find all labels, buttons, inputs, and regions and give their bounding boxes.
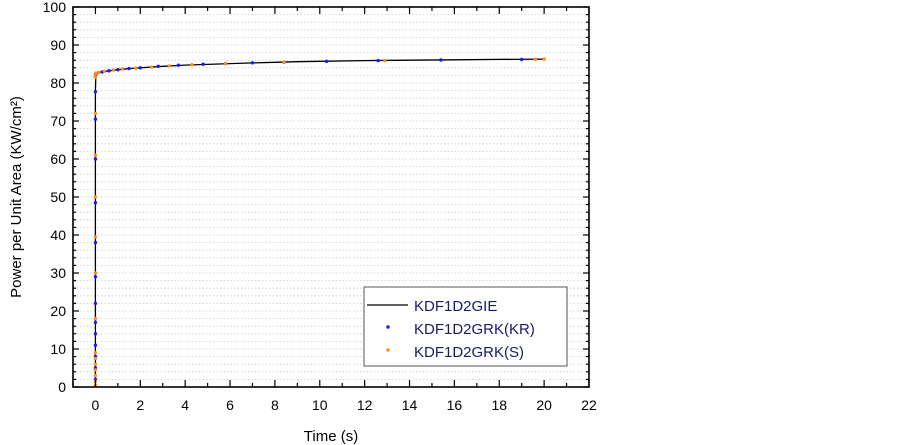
y-tick-label: 20 bbox=[50, 303, 66, 319]
y-tick-label: 30 bbox=[50, 265, 66, 281]
data-point-2 bbox=[93, 356, 98, 361]
data-point-1 bbox=[176, 63, 181, 67]
y-tick-label: 10 bbox=[50, 341, 66, 357]
data-point-1 bbox=[107, 69, 111, 73]
y-axis-label: Power per Unit Area (KW/cm²) bbox=[8, 96, 25, 298]
data-point-2 bbox=[533, 57, 537, 61]
data-point-2 bbox=[542, 57, 546, 61]
data-point-1 bbox=[376, 58, 380, 63]
data-point-2 bbox=[134, 66, 138, 70]
data-point-2 bbox=[93, 316, 98, 321]
x-tick-label: 10 bbox=[312, 397, 328, 413]
y-tick-label: 60 bbox=[50, 151, 66, 167]
data-point-1 bbox=[201, 62, 205, 66]
x-tick-label: 18 bbox=[491, 397, 507, 413]
data-point-1 bbox=[116, 68, 120, 72]
x-tick-label: 20 bbox=[536, 397, 552, 413]
data-point-1 bbox=[324, 59, 329, 64]
data-point-1 bbox=[93, 157, 98, 161]
data-point-2 bbox=[93, 195, 98, 199]
data-point-1 bbox=[250, 61, 255, 65]
y-tick-label: 50 bbox=[50, 189, 66, 205]
ticks: 0 10 20 30 40 50 60 70 80 90 100 0 2 4 6 8 10 12 14 16 18 20 2… bbox=[43, 0, 597, 413]
data-point-1 bbox=[93, 275, 98, 279]
x-axis-label: Time (s) bbox=[304, 428, 358, 445]
data-point-2 bbox=[111, 68, 116, 72]
legend-dot-kr bbox=[386, 325, 390, 329]
legend-label-gie: KDF1D2GIE bbox=[414, 298, 497, 315]
data-point-2 bbox=[93, 368, 98, 372]
x-tick-label: 6 bbox=[226, 397, 234, 413]
data-point-1 bbox=[93, 332, 98, 336]
data-point-2 bbox=[149, 65, 154, 69]
legend-label-s: KDF1D2GRK(S) bbox=[414, 344, 524, 361]
x-tick-label: 4 bbox=[181, 397, 189, 413]
legend: KDF1D2GIE KDF1D2GRK(KR) KDF1D2GRK(S) bbox=[363, 286, 568, 367]
data-point-1 bbox=[93, 301, 98, 306]
data-point-2 bbox=[93, 235, 98, 239]
x-tick-label: 22 bbox=[581, 397, 597, 413]
y-tick-label: 90 bbox=[50, 37, 66, 53]
x-tick-label: 8 bbox=[271, 397, 279, 413]
data-point-1 bbox=[93, 343, 98, 347]
data-point-2 bbox=[93, 111, 98, 116]
x-tick-label: 12 bbox=[357, 397, 373, 413]
x-tick-label: 14 bbox=[402, 397, 418, 413]
data-point-2 bbox=[93, 271, 98, 275]
data-point-1 bbox=[156, 64, 160, 68]
data-point-1 bbox=[519, 57, 524, 62]
y-tick-label: 100 bbox=[43, 0, 67, 15]
data-point-2 bbox=[93, 153, 98, 157]
y-tick-label: 0 bbox=[58, 379, 66, 395]
data-point-1 bbox=[93, 201, 98, 205]
data-point-2 bbox=[93, 362, 98, 366]
x-tick-label: 16 bbox=[447, 397, 463, 413]
data-point-1 bbox=[93, 90, 98, 94]
data-point-2 bbox=[93, 75, 98, 80]
data-point-1 bbox=[127, 66, 131, 71]
data-point-2 bbox=[167, 64, 172, 68]
data-point-1 bbox=[138, 66, 143, 70]
data-point-1 bbox=[93, 320, 98, 325]
data-point-2 bbox=[102, 69, 107, 73]
data-point-2 bbox=[93, 351, 98, 355]
y-tick-label: 70 bbox=[50, 113, 66, 129]
series-layer bbox=[93, 57, 546, 387]
legend-label-kr: KDF1D2GRK(KR) bbox=[414, 321, 535, 338]
legend-box bbox=[363, 286, 568, 367]
y-tick-label: 80 bbox=[50, 75, 66, 91]
legend-dot-s bbox=[386, 348, 390, 352]
data-point-2 bbox=[120, 67, 125, 71]
data-point-2 bbox=[93, 373, 98, 378]
data-point-2 bbox=[94, 71, 98, 75]
data-point-2 bbox=[282, 60, 286, 64]
x-tick-label: 0 bbox=[92, 397, 100, 413]
data-point-1 bbox=[93, 117, 98, 121]
data-point-2 bbox=[383, 58, 387, 63]
data-point-1 bbox=[93, 240, 98, 245]
y-tick-label: 40 bbox=[50, 227, 66, 243]
data-point-1 bbox=[439, 58, 443, 62]
data-point-2 bbox=[97, 70, 101, 75]
x-tick-label: 2 bbox=[136, 397, 144, 413]
data-point-2 bbox=[223, 61, 228, 66]
data-point-2 bbox=[190, 63, 194, 67]
